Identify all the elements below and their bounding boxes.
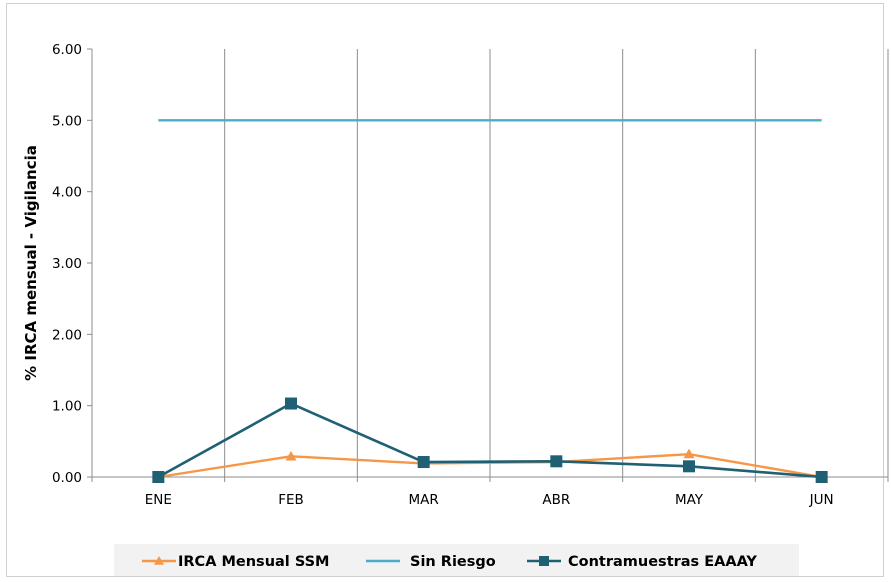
legend-swatch-marker [539, 556, 549, 566]
legend: IRCA Mensual SSM Sin Riesgo Contramuestras… [114, 544, 799, 576]
data-point [417, 456, 430, 469]
series-layer [152, 119, 828, 483]
data-point [683, 448, 695, 459]
series-contramuestras-eaaay [152, 397, 828, 483]
legend-label: IRCA Mensual SSM [178, 554, 329, 570]
label-layer: 0.00 1.00 2.00 3.00 4.00 5.00 6.00 ENE FEB MAR ABR… [52, 42, 834, 508]
legend-swatch-marker [154, 556, 164, 565]
y-tick-label: 2.00 [52, 327, 82, 343]
y-axis-title: % IRCA mensual - Vigilancia [22, 145, 40, 381]
legend-label: Contramuestras EAAAY [568, 554, 757, 570]
x-tick-label: ABR [542, 492, 570, 508]
series-line [157, 402, 822, 479]
x-tick-label: JUN [809, 492, 834, 508]
y-tick-label: 5.00 [52, 113, 82, 129]
x-tick-label: FEB [278, 492, 304, 508]
grid-layer [224, 49, 889, 477]
legend-label: Sin Riesgo [410, 554, 496, 570]
legend-item: Contramuestras EAAAY [527, 554, 757, 570]
legend-item: IRCA Mensual SSM [142, 554, 329, 570]
data-point [285, 397, 297, 410]
x-tick-label: MAR [409, 492, 439, 508]
x-tick-label: MAY [675, 492, 704, 508]
data-point [285, 450, 297, 461]
legend-item: Sin Riesgo [366, 554, 496, 570]
y-tick-label: 6.00 [52, 42, 82, 58]
x-tick-label: ENE [145, 492, 172, 508]
y-tick-label: 3.00 [52, 256, 82, 272]
data-point [683, 460, 695, 473]
legend-box [114, 544, 799, 576]
y-tick-label: 4.00 [52, 185, 82, 201]
data-point [550, 455, 563, 468]
data-point [152, 471, 165, 483]
y-tick-label: 0.00 [52, 470, 82, 486]
axis-layer [87, 48, 889, 482]
y-tick-label: 1.00 [52, 399, 82, 415]
data-point [815, 471, 828, 483]
